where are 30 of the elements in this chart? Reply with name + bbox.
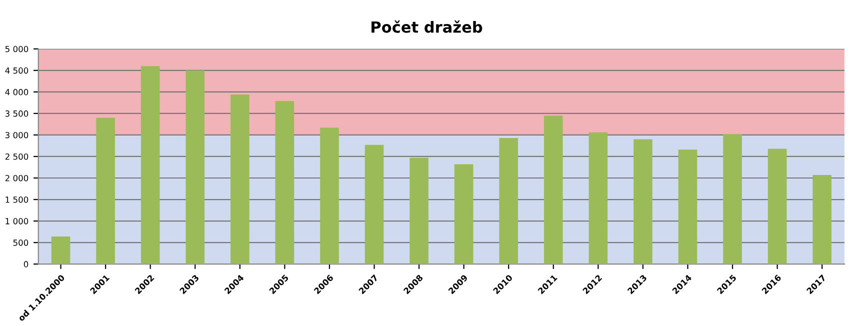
bar (410, 158, 428, 264)
bar (634, 139, 652, 264)
bar (140, 66, 160, 264)
y-tick-label: 500 (13, 240, 28, 246)
bar (230, 94, 250, 264)
y-tick-label: 4 000 (5, 88, 28, 96)
y-tick-label: 5 000 (5, 46, 28, 52)
bar (51, 236, 70, 264)
y-tick-label: 1 500 (6, 196, 28, 203)
bar (499, 138, 518, 264)
bar (812, 174, 832, 264)
chart-title: Počet dražeb (372, 20, 482, 33)
bar (275, 100, 294, 264)
y-tick-label: 4 500 (5, 67, 28, 74)
bar (544, 116, 563, 264)
y-tick-label: 1 000 (6, 218, 28, 224)
y-tick-label: 2 000 (5, 174, 28, 182)
y-tick-label: 3 500 (5, 110, 28, 117)
bar (723, 134, 742, 264)
bar (454, 164, 474, 264)
bar (588, 132, 608, 264)
bar (768, 148, 787, 264)
bar (186, 70, 205, 264)
y-tick-label: 2 500 (5, 153, 28, 160)
bar (678, 150, 698, 264)
bar (320, 128, 339, 264)
y-tick-label: 0 (24, 261, 28, 268)
bar (96, 118, 115, 264)
y-tick-label: 3 000 (5, 132, 28, 138)
bar (364, 144, 384, 264)
